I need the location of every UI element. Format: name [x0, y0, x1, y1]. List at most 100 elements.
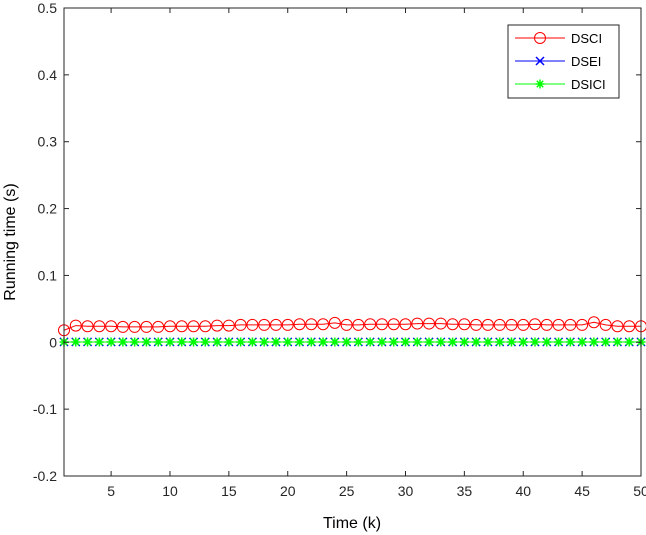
data-point-dsici [624, 337, 634, 347]
data-point-dsici [412, 337, 422, 347]
data-point-dsici [306, 337, 316, 347]
data-point-dsici [165, 337, 175, 347]
x-tick-label: 35 [457, 483, 473, 499]
data-point-dsici [601, 337, 611, 347]
y-tick-label: 0.3 [38, 134, 58, 150]
x-axis-label: Time (k) [323, 515, 381, 532]
x-tick-label: 15 [221, 483, 237, 499]
series-layer [58, 316, 646, 347]
data-point-dsici [577, 337, 587, 347]
y-tick-label: 0.5 [38, 0, 58, 16]
data-point-dsici [283, 337, 293, 347]
data-point-dsici [318, 337, 328, 347]
data-point-dsici [448, 337, 458, 347]
y-tick-label: 0.4 [38, 67, 58, 83]
data-point-dsci [470, 318, 483, 331]
data-point-dsici [542, 337, 552, 347]
data-point-dsci [505, 318, 518, 331]
legend-label-dsei: DSEI [571, 54, 601, 69]
legend-entry-dsici: DSICI [515, 77, 606, 92]
data-point-dsci [152, 320, 165, 333]
legend-marker-dsci [534, 32, 546, 44]
data-point-dsci [281, 318, 294, 331]
data-point-dsici [330, 337, 340, 347]
data-point-dsci [587, 316, 600, 329]
data-point-dsici [436, 337, 446, 347]
data-point-dsci [163, 320, 176, 333]
data-point-dsici [506, 337, 516, 347]
data-point-dsici [153, 337, 163, 347]
tick-layer: 5 10 15 20 25 30 35 40 45 50 -0.2 -0.1 0 0.1 0.2 0.3 0.4… [33, 0, 646, 499]
series-dsci [58, 316, 646, 337]
data-point-dsici [141, 337, 151, 347]
y-tick-label: -0.1 [33, 401, 57, 417]
data-point-dsici [459, 337, 469, 347]
data-point-dsci [305, 318, 318, 331]
data-point-dsici [212, 337, 222, 347]
data-point-dsci [552, 318, 565, 331]
y-axis-label: Running time (s) [2, 183, 19, 300]
data-point-dsici [495, 337, 505, 347]
legend-label-dsici: DSICI [571, 77, 606, 92]
data-point-dsci [364, 318, 377, 331]
data-point-dsici [295, 337, 305, 347]
series-dsici [59, 337, 646, 347]
data-point-dsci [517, 318, 530, 331]
legend-entry-dsei: DSEI [515, 54, 601, 69]
plot-area-frame [63, 7, 642, 477]
data-point-dsici [400, 337, 410, 347]
data-point-dsci [69, 319, 82, 332]
data-point-dsci [446, 318, 459, 331]
data-point-dsici [530, 337, 540, 347]
data-point-dsci [140, 320, 153, 333]
data-point-dsci [623, 320, 636, 333]
data-point-dsci [340, 318, 353, 331]
data-point-dsci [352, 318, 365, 331]
data-point-dsci [317, 318, 330, 331]
y-tick-label: 0.2 [38, 201, 58, 217]
data-point-dsici [365, 337, 375, 347]
data-point-dsci [375, 318, 388, 331]
legend-label-dsci: DSCI [571, 31, 602, 46]
data-point-dsici [83, 337, 93, 347]
data-point-dsici [200, 337, 210, 347]
data-point-dsici [189, 337, 199, 347]
data-point-dsci [269, 318, 282, 331]
data-point-dsici [483, 337, 493, 347]
data-point-dsci [105, 320, 118, 333]
data-point-dsci [128, 320, 141, 333]
x-tick-label: 40 [515, 483, 531, 499]
data-point-dsci [211, 319, 224, 332]
data-point-dsci [387, 318, 400, 331]
data-point-dsici [106, 337, 116, 347]
x-tick-label: 50 [633, 483, 646, 499]
legend: DSCI DSEI DSICI [507, 24, 620, 99]
data-point-dsici [236, 337, 246, 347]
data-point-dsici [424, 337, 434, 347]
x-tick-label: 10 [162, 483, 178, 499]
y-tick-label: -0.2 [33, 468, 57, 484]
data-point-dsci [258, 318, 271, 331]
data-point-dsici [589, 337, 599, 347]
data-point-dsci [199, 320, 212, 333]
data-point-dsci [81, 320, 94, 333]
data-point-dsci [246, 318, 259, 331]
data-point-dsici [565, 337, 575, 347]
data-point-dsci [599, 318, 612, 331]
legend-entry-dsci: DSCI [515, 31, 602, 46]
data-point-dsici [71, 337, 81, 347]
y-tick-label: 0 [49, 334, 57, 350]
data-point-dsici [177, 337, 187, 347]
data-point-dsci [493, 318, 506, 331]
legend-marker-dsei [535, 56, 545, 66]
data-point-dsci [481, 318, 494, 331]
data-point-dsci [234, 318, 247, 331]
data-point-dsici [259, 337, 269, 347]
data-point-dsci [328, 316, 341, 329]
data-point-dsci [564, 318, 577, 331]
data-point-dsici [94, 337, 104, 347]
data-point-dsci [293, 318, 306, 331]
x-tick-label: 20 [280, 483, 296, 499]
data-point-dsci [576, 318, 589, 331]
data-point-dsci [529, 318, 542, 331]
